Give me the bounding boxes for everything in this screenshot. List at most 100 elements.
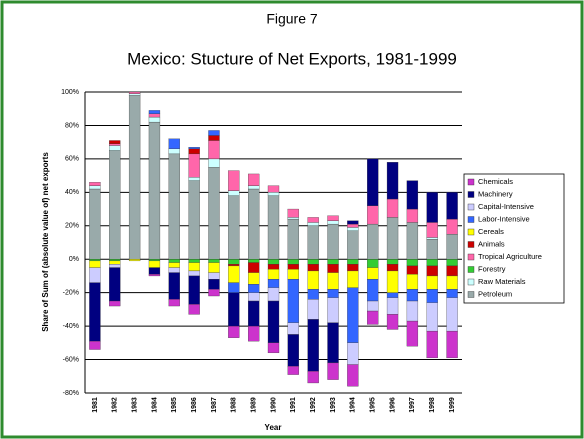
bar-segment (327, 362, 339, 380)
bar-segment (168, 262, 180, 268)
bar-segment (168, 267, 180, 273)
x-tick-label: 1987 (211, 397, 218, 413)
y-tick-label: 20% (65, 223, 79, 230)
bar-segment (446, 218, 458, 235)
figure-label: Figure 7 (266, 11, 318, 27)
bar-segment (228, 282, 240, 293)
bar-segment (228, 292, 240, 327)
bar-segment (248, 292, 260, 302)
bar-segment (386, 259, 399, 265)
bar-segment (406, 320, 419, 347)
bar-segment (307, 289, 319, 300)
bar-segment (188, 270, 200, 277)
y-tick-label: -40% (63, 323, 79, 330)
legend-box (463, 173, 565, 304)
bar-segment (367, 158, 379, 206)
bar-segment (89, 182, 101, 186)
bar-segment (406, 180, 419, 210)
bar-segment (228, 195, 240, 260)
bar-segment (109, 140, 121, 144)
bar-segment (446, 265, 458, 277)
bar-segment (327, 272, 339, 290)
bar-segment (168, 299, 180, 307)
bar-segment (109, 145, 121, 151)
bar-segment (386, 270, 399, 293)
x-tick-label: 1995 (370, 397, 377, 413)
bar-segment (148, 113, 161, 118)
legend-swatch (467, 216, 475, 223)
bar-segment (168, 272, 180, 300)
bar-segment (426, 239, 438, 260)
bar-segment (148, 116, 161, 123)
bar-segment (168, 259, 180, 263)
bar-segment (188, 180, 200, 260)
bar-segment (347, 227, 359, 231)
bar-segment (287, 208, 299, 218)
x-tick-label: 1991 (290, 397, 297, 413)
bar-segment (208, 140, 220, 160)
bar-segment (406, 300, 419, 322)
bar-segment (188, 147, 200, 150)
y-tick-label: -20% (63, 290, 79, 297)
bar-segment (188, 177, 200, 181)
bar-segment (426, 222, 438, 238)
legend-label: Cereals (478, 227, 504, 236)
bar-segment (347, 364, 359, 387)
bar-segment (307, 270, 319, 290)
bar-segment (128, 95, 141, 260)
bar-segment (426, 237, 438, 240)
bar-segment (287, 366, 299, 375)
bar-segment (446, 259, 458, 267)
y-tick-label: 0% (69, 256, 79, 263)
bar-segment (406, 208, 419, 223)
bar-segment (248, 185, 260, 190)
bar-segment (89, 259, 101, 262)
bar-segment (188, 148, 200, 155)
bar-segment (386, 314, 399, 330)
legend-swatch (467, 203, 475, 211)
bar-segment (307, 222, 319, 226)
bar-segment (188, 262, 200, 272)
legend-swatch (467, 253, 475, 261)
bar-segment (89, 185, 101, 190)
bar-segment (228, 265, 240, 283)
bar-segment (148, 260, 161, 268)
bar-segment (386, 292, 399, 298)
bar-segment (148, 259, 161, 262)
x-tick-label: 1982 (112, 397, 119, 413)
x-tick-label: 1986 (191, 397, 198, 413)
bar-segment (89, 188, 101, 260)
bar-segment (426, 265, 438, 277)
bar-segment (128, 259, 141, 262)
y-tick-label: -80% (63, 390, 79, 397)
x-tick-label: 1981 (92, 397, 99, 413)
bar-segment (406, 289, 419, 302)
bar-segment (109, 264, 121, 268)
bar-segment (109, 260, 121, 265)
bar-segment (367, 267, 379, 280)
bar-segment (89, 341, 101, 350)
bar-segment (386, 264, 399, 272)
y-tick-label: 100% (61, 89, 79, 96)
x-tick-label: 1989 (251, 397, 258, 413)
bar-segment (307, 299, 319, 320)
x-tick-label: 1999 (449, 397, 456, 413)
bar-segment (228, 264, 240, 267)
bar-segment (228, 259, 240, 265)
bar-segment (386, 198, 399, 218)
x-tick-label: 1994 (350, 397, 357, 413)
bar-segment (208, 259, 220, 263)
bar-segment (446, 233, 458, 260)
bar-segment (267, 269, 280, 280)
bar-segment (367, 259, 379, 268)
y-tick-label: 60% (65, 156, 79, 163)
bar-segment (446, 297, 458, 332)
bar-segment (109, 143, 121, 146)
y-tick-label: -60% (63, 356, 79, 363)
legend-label: Capital-Intensive (478, 202, 534, 211)
legend-swatch (467, 291, 475, 298)
bar-segment (267, 264, 280, 270)
x-axis-label: Year (265, 423, 282, 432)
bar-segment (148, 121, 161, 260)
x-tick-label: 1992 (310, 397, 317, 413)
